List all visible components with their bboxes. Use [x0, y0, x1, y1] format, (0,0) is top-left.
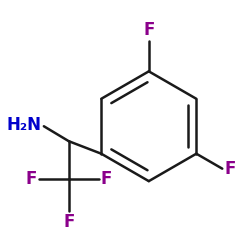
Text: F: F	[101, 170, 112, 188]
Text: F: F	[63, 213, 74, 231]
Text: F: F	[26, 170, 37, 188]
Text: H₂N: H₂N	[6, 116, 41, 134]
Text: F: F	[225, 160, 236, 178]
Text: F: F	[143, 21, 154, 39]
